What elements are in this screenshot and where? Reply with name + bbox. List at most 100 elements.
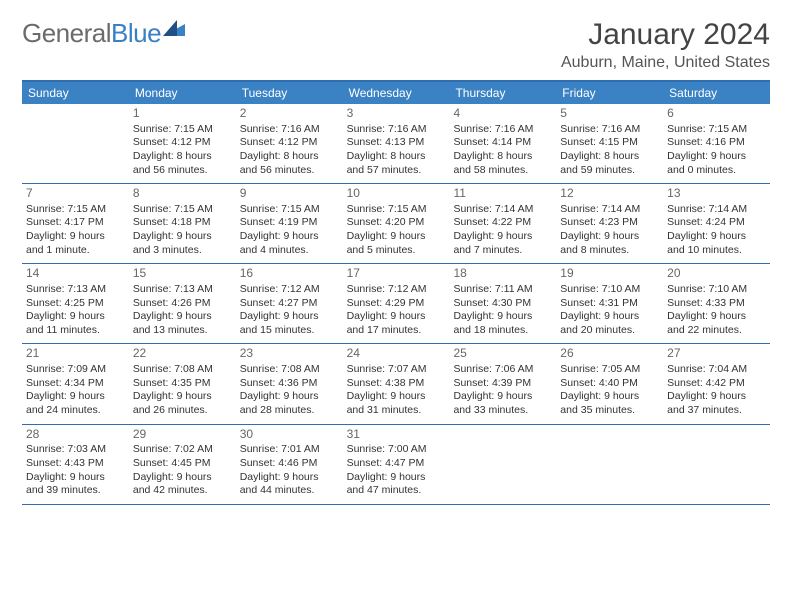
calendar: Sunday Monday Tuesday Wednesday Thursday… [22, 80, 770, 505]
day-number: 12 [560, 186, 659, 202]
day-cell: 6Sunrise: 7:15 AMSunset: 4:16 PMDaylight… [663, 104, 770, 183]
day-number: 30 [240, 427, 339, 443]
day-cell: 26Sunrise: 7:05 AMSunset: 4:40 PMDayligh… [556, 344, 663, 423]
sunrise-text: Sunrise: 7:15 AM [26, 203, 125, 217]
sunset-text: Sunset: 4:35 PM [133, 377, 232, 391]
day-number: 15 [133, 266, 232, 282]
weekday-header: Tuesday [236, 82, 343, 104]
day-cell: 9Sunrise: 7:15 AMSunset: 4:19 PMDaylight… [236, 184, 343, 263]
day-cell: 8Sunrise: 7:15 AMSunset: 4:18 PMDaylight… [129, 184, 236, 263]
sunset-text: Sunset: 4:45 PM [133, 457, 232, 471]
day-cell: 13Sunrise: 7:14 AMSunset: 4:24 PMDayligh… [663, 184, 770, 263]
sunset-text: Sunset: 4:13 PM [347, 136, 446, 150]
daylight-text: Daylight: 9 hours and 4 minutes. [240, 230, 339, 257]
sunrise-text: Sunrise: 7:13 AM [26, 283, 125, 297]
weekday-header: Friday [556, 82, 663, 104]
day-cell: 16Sunrise: 7:12 AMSunset: 4:27 PMDayligh… [236, 264, 343, 343]
sunset-text: Sunset: 4:18 PM [133, 216, 232, 230]
day-cell: 4Sunrise: 7:16 AMSunset: 4:14 PMDaylight… [449, 104, 556, 183]
week-row: 21Sunrise: 7:09 AMSunset: 4:34 PMDayligh… [22, 344, 770, 424]
day-number: 18 [453, 266, 552, 282]
sunset-text: Sunset: 4:19 PM [240, 216, 339, 230]
daylight-text: Daylight: 8 hours and 57 minutes. [347, 150, 446, 177]
daylight-text: Daylight: 8 hours and 58 minutes. [453, 150, 552, 177]
logo-mark-icon [163, 12, 185, 43]
daylight-text: Daylight: 9 hours and 11 minutes. [26, 310, 125, 337]
sunrise-text: Sunrise: 7:15 AM [240, 203, 339, 217]
daylight-text: Daylight: 9 hours and 33 minutes. [453, 390, 552, 417]
logo: GeneralBlue [22, 18, 185, 49]
day-number: 8 [133, 186, 232, 202]
sunset-text: Sunset: 4:24 PM [667, 216, 766, 230]
daylight-text: Daylight: 9 hours and 3 minutes. [133, 230, 232, 257]
sunset-text: Sunset: 4:14 PM [453, 136, 552, 150]
location-label: Auburn, Maine, United States [561, 54, 770, 72]
daylight-text: Daylight: 8 hours and 56 minutes. [133, 150, 232, 177]
day-number: 25 [453, 346, 552, 362]
week-row: 14Sunrise: 7:13 AMSunset: 4:25 PMDayligh… [22, 264, 770, 344]
day-number: 24 [347, 346, 446, 362]
sunset-text: Sunset: 4:25 PM [26, 297, 125, 311]
daylight-text: Daylight: 9 hours and 44 minutes. [240, 471, 339, 498]
weekday-header: Saturday [663, 82, 770, 104]
sunrise-text: Sunrise: 7:14 AM [667, 203, 766, 217]
sunset-text: Sunset: 4:29 PM [347, 297, 446, 311]
sunrise-text: Sunrise: 7:16 AM [453, 123, 552, 137]
sunrise-text: Sunrise: 7:15 AM [667, 123, 766, 137]
sunrise-text: Sunrise: 7:10 AM [667, 283, 766, 297]
day-number: 7 [26, 186, 125, 202]
sunset-text: Sunset: 4:38 PM [347, 377, 446, 391]
sunrise-text: Sunrise: 7:03 AM [26, 443, 125, 457]
day-cell: 21Sunrise: 7:09 AMSunset: 4:34 PMDayligh… [22, 344, 129, 423]
daylight-text: Daylight: 9 hours and 17 minutes. [347, 310, 446, 337]
day-number: 3 [347, 106, 446, 122]
day-number: 16 [240, 266, 339, 282]
sunset-text: Sunset: 4:33 PM [667, 297, 766, 311]
sunset-text: Sunset: 4:26 PM [133, 297, 232, 311]
day-cell: 27Sunrise: 7:04 AMSunset: 4:42 PMDayligh… [663, 344, 770, 423]
weekday-header-row: Sunday Monday Tuesday Wednesday Thursday… [22, 82, 770, 104]
day-cell: 23Sunrise: 7:08 AMSunset: 4:36 PMDayligh… [236, 344, 343, 423]
day-number: 9 [240, 186, 339, 202]
weekday-header: Monday [129, 82, 236, 104]
day-cell: 22Sunrise: 7:08 AMSunset: 4:35 PMDayligh… [129, 344, 236, 423]
sunrise-text: Sunrise: 7:12 AM [240, 283, 339, 297]
daylight-text: Daylight: 9 hours and 8 minutes. [560, 230, 659, 257]
daylight-text: Daylight: 9 hours and 13 minutes. [133, 310, 232, 337]
day-cell: 11Sunrise: 7:14 AMSunset: 4:22 PMDayligh… [449, 184, 556, 263]
day-number: 19 [560, 266, 659, 282]
daylight-text: Daylight: 9 hours and 37 minutes. [667, 390, 766, 417]
sunrise-text: Sunrise: 7:01 AM [240, 443, 339, 457]
sunset-text: Sunset: 4:34 PM [26, 377, 125, 391]
sunrise-text: Sunrise: 7:16 AM [347, 123, 446, 137]
day-cell: 31Sunrise: 7:00 AMSunset: 4:47 PMDayligh… [343, 425, 450, 504]
day-cell: 19Sunrise: 7:10 AMSunset: 4:31 PMDayligh… [556, 264, 663, 343]
weekday-header: Thursday [449, 82, 556, 104]
sunset-text: Sunset: 4:43 PM [26, 457, 125, 471]
daylight-text: Daylight: 9 hours and 10 minutes. [667, 230, 766, 257]
sunrise-text: Sunrise: 7:06 AM [453, 363, 552, 377]
sunset-text: Sunset: 4:47 PM [347, 457, 446, 471]
weeks-container: 1Sunrise: 7:15 AMSunset: 4:12 PMDaylight… [22, 104, 770, 505]
daylight-text: Daylight: 8 hours and 56 minutes. [240, 150, 339, 177]
week-row: 28Sunrise: 7:03 AMSunset: 4:43 PMDayligh… [22, 425, 770, 505]
sunset-text: Sunset: 4:40 PM [560, 377, 659, 391]
day-cell: 3Sunrise: 7:16 AMSunset: 4:13 PMDaylight… [343, 104, 450, 183]
day-cell: 14Sunrise: 7:13 AMSunset: 4:25 PMDayligh… [22, 264, 129, 343]
sunrise-text: Sunrise: 7:00 AM [347, 443, 446, 457]
sunrise-text: Sunrise: 7:13 AM [133, 283, 232, 297]
daylight-text: Daylight: 9 hours and 18 minutes. [453, 310, 552, 337]
sunrise-text: Sunrise: 7:08 AM [240, 363, 339, 377]
day-cell: 2Sunrise: 7:16 AMSunset: 4:12 PMDaylight… [236, 104, 343, 183]
day-cell: 30Sunrise: 7:01 AMSunset: 4:46 PMDayligh… [236, 425, 343, 504]
sunset-text: Sunset: 4:15 PM [560, 136, 659, 150]
day-number: 29 [133, 427, 232, 443]
daylight-text: Daylight: 8 hours and 59 minutes. [560, 150, 659, 177]
sunset-text: Sunset: 4:12 PM [133, 136, 232, 150]
day-cell [449, 425, 556, 504]
day-number: 23 [240, 346, 339, 362]
daylight-text: Daylight: 9 hours and 47 minutes. [347, 471, 446, 498]
sunrise-text: Sunrise: 7:05 AM [560, 363, 659, 377]
day-number: 13 [667, 186, 766, 202]
sunset-text: Sunset: 4:12 PM [240, 136, 339, 150]
